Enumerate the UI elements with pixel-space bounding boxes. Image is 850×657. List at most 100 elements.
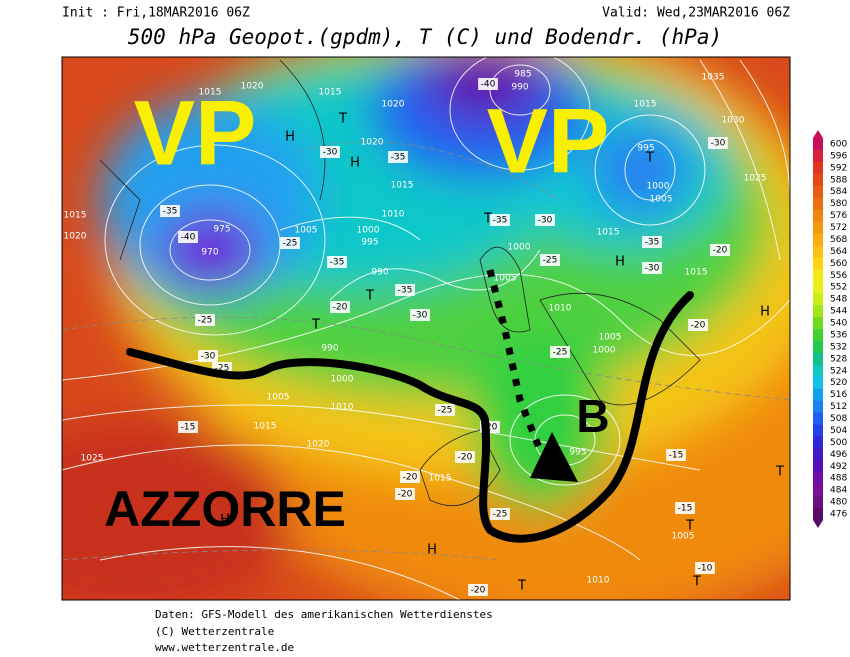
- scale-cap: [813, 130, 823, 138]
- isobar-label: 1025: [744, 174, 767, 184]
- scale-swatch: [813, 472, 823, 485]
- isobar-label: 970: [201, 248, 218, 258]
- temperature-label-box: [708, 137, 728, 149]
- isobar-label: 1000: [508, 243, 531, 253]
- temperature-label: -30: [323, 148, 338, 158]
- isobar-label: 1020: [241, 82, 264, 92]
- scale-label: 600: [830, 139, 847, 149]
- isobar-label: 1015: [391, 181, 414, 191]
- isobar-label: 1035: [702, 73, 725, 83]
- temperature-label: -20: [691, 321, 706, 331]
- pressure-center: T: [692, 575, 701, 590]
- scale-swatch: [813, 364, 823, 378]
- isobar-label: 1015: [254, 422, 277, 432]
- temperature-label: -35: [391, 153, 406, 163]
- temperature-label-box: [178, 231, 198, 243]
- scale-label: 496: [830, 450, 847, 460]
- pressure-center: T: [365, 289, 374, 304]
- isobar-label: 1015: [319, 88, 342, 98]
- scale-swatch: [813, 436, 823, 449]
- footer-line: (C) Wetterzentrale: [155, 625, 274, 638]
- temperature-label-box: [435, 404, 455, 416]
- temperature-label-box: [388, 151, 408, 163]
- scale-cap: [813, 520, 823, 528]
- isobar-label: 1000: [331, 375, 354, 385]
- isobar-label: 1000: [593, 346, 616, 356]
- isobar-label: 990: [371, 268, 388, 278]
- scale-swatch: [813, 400, 823, 414]
- isobar-label: 1020: [307, 440, 330, 450]
- temperature-label-box: [198, 350, 218, 362]
- temperature-label-box: [535, 214, 555, 226]
- pressure-center: H: [615, 255, 625, 270]
- temperature-label: -20: [471, 586, 486, 596]
- temperature-label: -20: [483, 423, 498, 433]
- isobar-label: 1020: [382, 100, 405, 110]
- temperature-label: -30: [413, 311, 428, 321]
- scale-label: 584: [830, 187, 847, 197]
- scale-label: 528: [830, 354, 847, 364]
- scale-label: 568: [830, 235, 847, 245]
- temperature-label: -35: [398, 286, 413, 296]
- temperature-label-box: [330, 301, 350, 313]
- temperature-label-box: [280, 237, 300, 249]
- isobar-label: 975: [213, 225, 230, 235]
- temperature-label-box: [468, 584, 488, 596]
- temperature-label: -40: [181, 233, 196, 243]
- scale-label: 536: [830, 330, 847, 340]
- temperature-label-box: [327, 256, 347, 268]
- scale-swatch: [813, 269, 823, 282]
- isobar-label: 1020: [361, 138, 384, 148]
- temperature-label-box: [160, 205, 180, 217]
- temperature-label-box: [550, 346, 570, 358]
- isobar-label: 1010: [382, 210, 405, 220]
- temperature-label: -20: [458, 453, 473, 463]
- scale-label: 580: [830, 199, 847, 209]
- pressure-center: T: [685, 519, 694, 534]
- temperature-label: -30: [711, 139, 726, 149]
- scale-label: 552: [830, 283, 847, 293]
- temperature-label-box: [666, 449, 686, 461]
- isobar-label: 990: [321, 344, 338, 354]
- map-title: 500 hPa Geopot.(gpdm), T (C) und Bodendr…: [128, 25, 722, 49]
- temperature-label: -25: [493, 510, 508, 520]
- isobar-label: 1025: [81, 454, 104, 464]
- temperature-label-box: [400, 471, 420, 483]
- scale-label: 592: [830, 163, 847, 173]
- scale-swatch: [813, 281, 823, 294]
- temperature-label: -15: [669, 451, 684, 461]
- temperature-label-box: [695, 562, 715, 574]
- temperature-label-box: [455, 451, 475, 463]
- annotation-azzorre: AZZORRE: [104, 481, 346, 537]
- front-line: [126, 291, 694, 543]
- isobar-label: 1005: [267, 393, 290, 403]
- temperature-label: -25: [438, 406, 453, 416]
- isobar-label: 995: [637, 144, 654, 154]
- scale-label: 556: [830, 271, 847, 281]
- pressure-center: H: [760, 305, 770, 320]
- isobar-label: 1015: [597, 228, 620, 238]
- temperature-label: -15: [678, 504, 693, 514]
- scale-label: 560: [830, 259, 847, 269]
- scale-label: 564: [830, 247, 847, 257]
- scale-swatch: [813, 149, 823, 163]
- scale-swatch: [813, 496, 823, 509]
- temperature-label-box: [710, 244, 730, 256]
- scale-label: 512: [830, 402, 847, 412]
- scale-label: 540: [830, 319, 847, 329]
- scale-label: 572: [830, 223, 847, 233]
- temperature-label-box: [642, 262, 662, 274]
- scale-label: 596: [830, 151, 847, 161]
- pressure-center: H: [427, 543, 437, 558]
- scale-swatch: [813, 161, 823, 175]
- temperature-label-box: [178, 421, 198, 433]
- isobars: [62, 57, 790, 600]
- scale-swatch: [813, 460, 823, 473]
- temperature-label-box: [195, 314, 215, 326]
- scale-swatch: [813, 221, 823, 234]
- temperature-label-box: [540, 254, 560, 266]
- scale-label: 588: [830, 175, 847, 185]
- scale-swatch: [813, 197, 823, 211]
- scale-swatch: [813, 257, 823, 270]
